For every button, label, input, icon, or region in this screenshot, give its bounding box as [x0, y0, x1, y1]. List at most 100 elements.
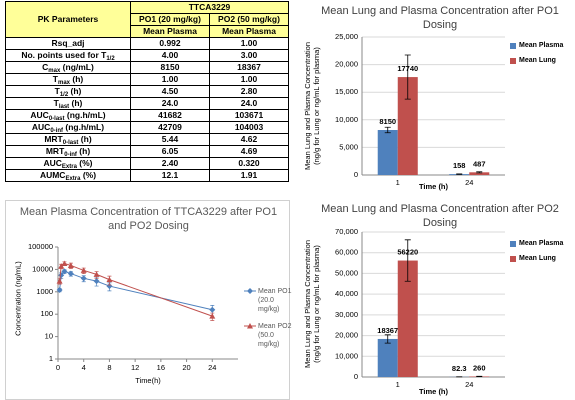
y-axis-label: Concentration (ng/mL)	[13, 261, 23, 336]
y-tick-label: 15,000	[335, 87, 358, 96]
legend: Mean Plasma Mean Lung	[510, 240, 563, 270]
label-part: 0-inf	[64, 152, 77, 158]
chart-title: Mean Plasma Concentration of TTCA3229 af…	[19, 206, 278, 232]
label-part: last	[58, 104, 70, 110]
label-part: (ng/mL)	[60, 62, 94, 72]
legend-icon	[244, 323, 256, 329]
plot: Time(h) 1 10 100 1000 10000 100000 0 4 8 12 16 20 24	[28, 242, 238, 385]
cell: 4.50	[130, 85, 210, 98]
legend-marker	[247, 323, 253, 329]
bar	[397, 260, 418, 377]
pk-table: PK Parameters TTCA3229 PO1 (20 mg/kg) PO2 (…	[5, 1, 289, 182]
table-row: AUCExtra (%) 2.40 0.320	[5, 157, 289, 170]
marker	[61, 268, 68, 275]
label-part: max	[48, 68, 61, 74]
cell: 103671	[209, 109, 289, 122]
x-axis-label: Time (h)	[419, 387, 449, 396]
label-part: (%)	[76, 158, 93, 168]
sub-header: Mean Plasma	[209, 25, 289, 38]
legend-label: Mean Plasma	[519, 42, 564, 49]
row-label: No. points used for T1/2	[5, 49, 131, 62]
row-label: Cmax (ng/mL)	[5, 61, 131, 74]
label-part: Rsq_adj	[51, 38, 85, 48]
chart-plasma-line: Time(h) 1 10 100 1000 10000 100000 0 4 8 12 16 20 24 M…	[5, 200, 291, 400]
y-tick-label: 25,000	[335, 32, 358, 41]
label-part: AUMC	[39, 170, 66, 180]
row-label: AUMCExtra (%)	[5, 169, 131, 182]
x-tick-label: 24	[465, 380, 473, 389]
label-part: 0-inf	[50, 128, 63, 134]
legend-label: Mean Lung	[519, 57, 556, 64]
plot: Time (h) 0 5,000 10,000 15,000 20,000 25,000 1 2…	[335, 32, 505, 191]
error-bar	[404, 239, 411, 282]
marker	[80, 275, 87, 282]
x-tick-label: 12	[131, 363, 139, 372]
label-part: (ng.h/mL)	[64, 110, 106, 120]
legend-item: Mean Plasma	[510, 240, 563, 247]
label-part: 0-last	[48, 116, 65, 122]
chart-po1-bar: Time (h) 0 5,000 10,000 15,000 20,000 25,000 1 2…	[300, 0, 575, 195]
table-row: Rsq_adj 0.992 1.00	[5, 37, 289, 50]
error-bar	[384, 334, 391, 344]
x-axis-label: Time(h)	[135, 376, 161, 385]
label-part: MRT	[44, 134, 63, 144]
x-axis-label: Time (h)	[419, 182, 449, 191]
y-tick-label: 10,000	[335, 351, 358, 360]
cell: 4.62	[209, 133, 289, 146]
row-label: AUC0-last (ng.h/mL)	[5, 109, 131, 122]
cell: 8150	[130, 61, 210, 74]
x-tick-label: 24	[465, 178, 473, 187]
bar	[397, 77, 418, 175]
error-bar	[476, 171, 483, 174]
y-tick-label: 10	[45, 332, 53, 341]
cell: 12.1	[130, 169, 210, 182]
label-part: T	[53, 98, 59, 108]
data-label: 82.3	[452, 364, 467, 373]
legend-swatch	[510, 58, 516, 64]
header-row: PO1 (20 mg/kg) PO2 (50 mg/kg)	[6, 13, 289, 26]
legend-label: Mean Plasma	[519, 240, 564, 247]
label-part: 1/2	[106, 56, 115, 62]
row-label: AUC0-inf (ng.h/mL)	[5, 121, 131, 134]
header-row: PK Parameters TTCA3229	[5, 1, 289, 38]
row-label: T1/2 (h)	[5, 85, 131, 98]
legend: Mean PO1 (20.0 mg/kg) Mean PO2 (50.0 mg/k…	[244, 287, 294, 357]
row-label: Tmax (h)	[5, 73, 131, 86]
marker	[209, 313, 216, 319]
data-label: 8150	[379, 117, 396, 126]
legend-swatch	[510, 241, 516, 247]
table-row: MRT0-inf (h) 6.05 4.69	[5, 145, 289, 158]
row-label: AUCExtra (%)	[5, 157, 131, 170]
table-row: Tlast (h) 24.0 24.0	[5, 97, 289, 110]
y-tick-label: 40,000	[335, 289, 358, 298]
label-part: (%)	[80, 170, 97, 180]
cell: 3.00	[209, 49, 289, 62]
bar	[469, 172, 490, 175]
x-tick-label: 24	[208, 363, 216, 372]
table-row: AUC0-last (ng.h/mL) 41682 103671	[5, 109, 289, 122]
cell: 2.40	[130, 157, 210, 170]
legend-item: Mean PO2 (50.0 mg/kg)	[244, 322, 294, 349]
corner-header: PK Parameters	[5, 1, 131, 38]
cell: 1.00	[209, 73, 289, 86]
marker	[80, 267, 87, 273]
y-tick-label: 100	[40, 309, 53, 318]
cell: 1.00	[130, 73, 210, 86]
table-row: No. points used for T1/2 4.00 3.00	[5, 49, 289, 62]
cell: 1.91	[209, 169, 289, 182]
marker	[106, 276, 113, 283]
y-tick-label: 5,000	[339, 142, 358, 151]
legend-label: Mean Lung	[519, 255, 556, 262]
table-row: AUMCExtra (%) 12.1 1.91	[5, 169, 289, 182]
marker	[106, 283, 113, 290]
cell: 24.0	[209, 97, 289, 110]
bar	[377, 338, 398, 377]
table-row: AUC0-inf (ng.h/mL) 42709 104003	[5, 121, 289, 134]
label-part: C	[42, 62, 49, 72]
cell: 104003	[209, 121, 289, 134]
legend-swatch	[510, 43, 516, 49]
error-bar	[384, 126, 391, 134]
marker	[61, 260, 68, 266]
row-label: MRT0-last (h)	[5, 133, 131, 146]
